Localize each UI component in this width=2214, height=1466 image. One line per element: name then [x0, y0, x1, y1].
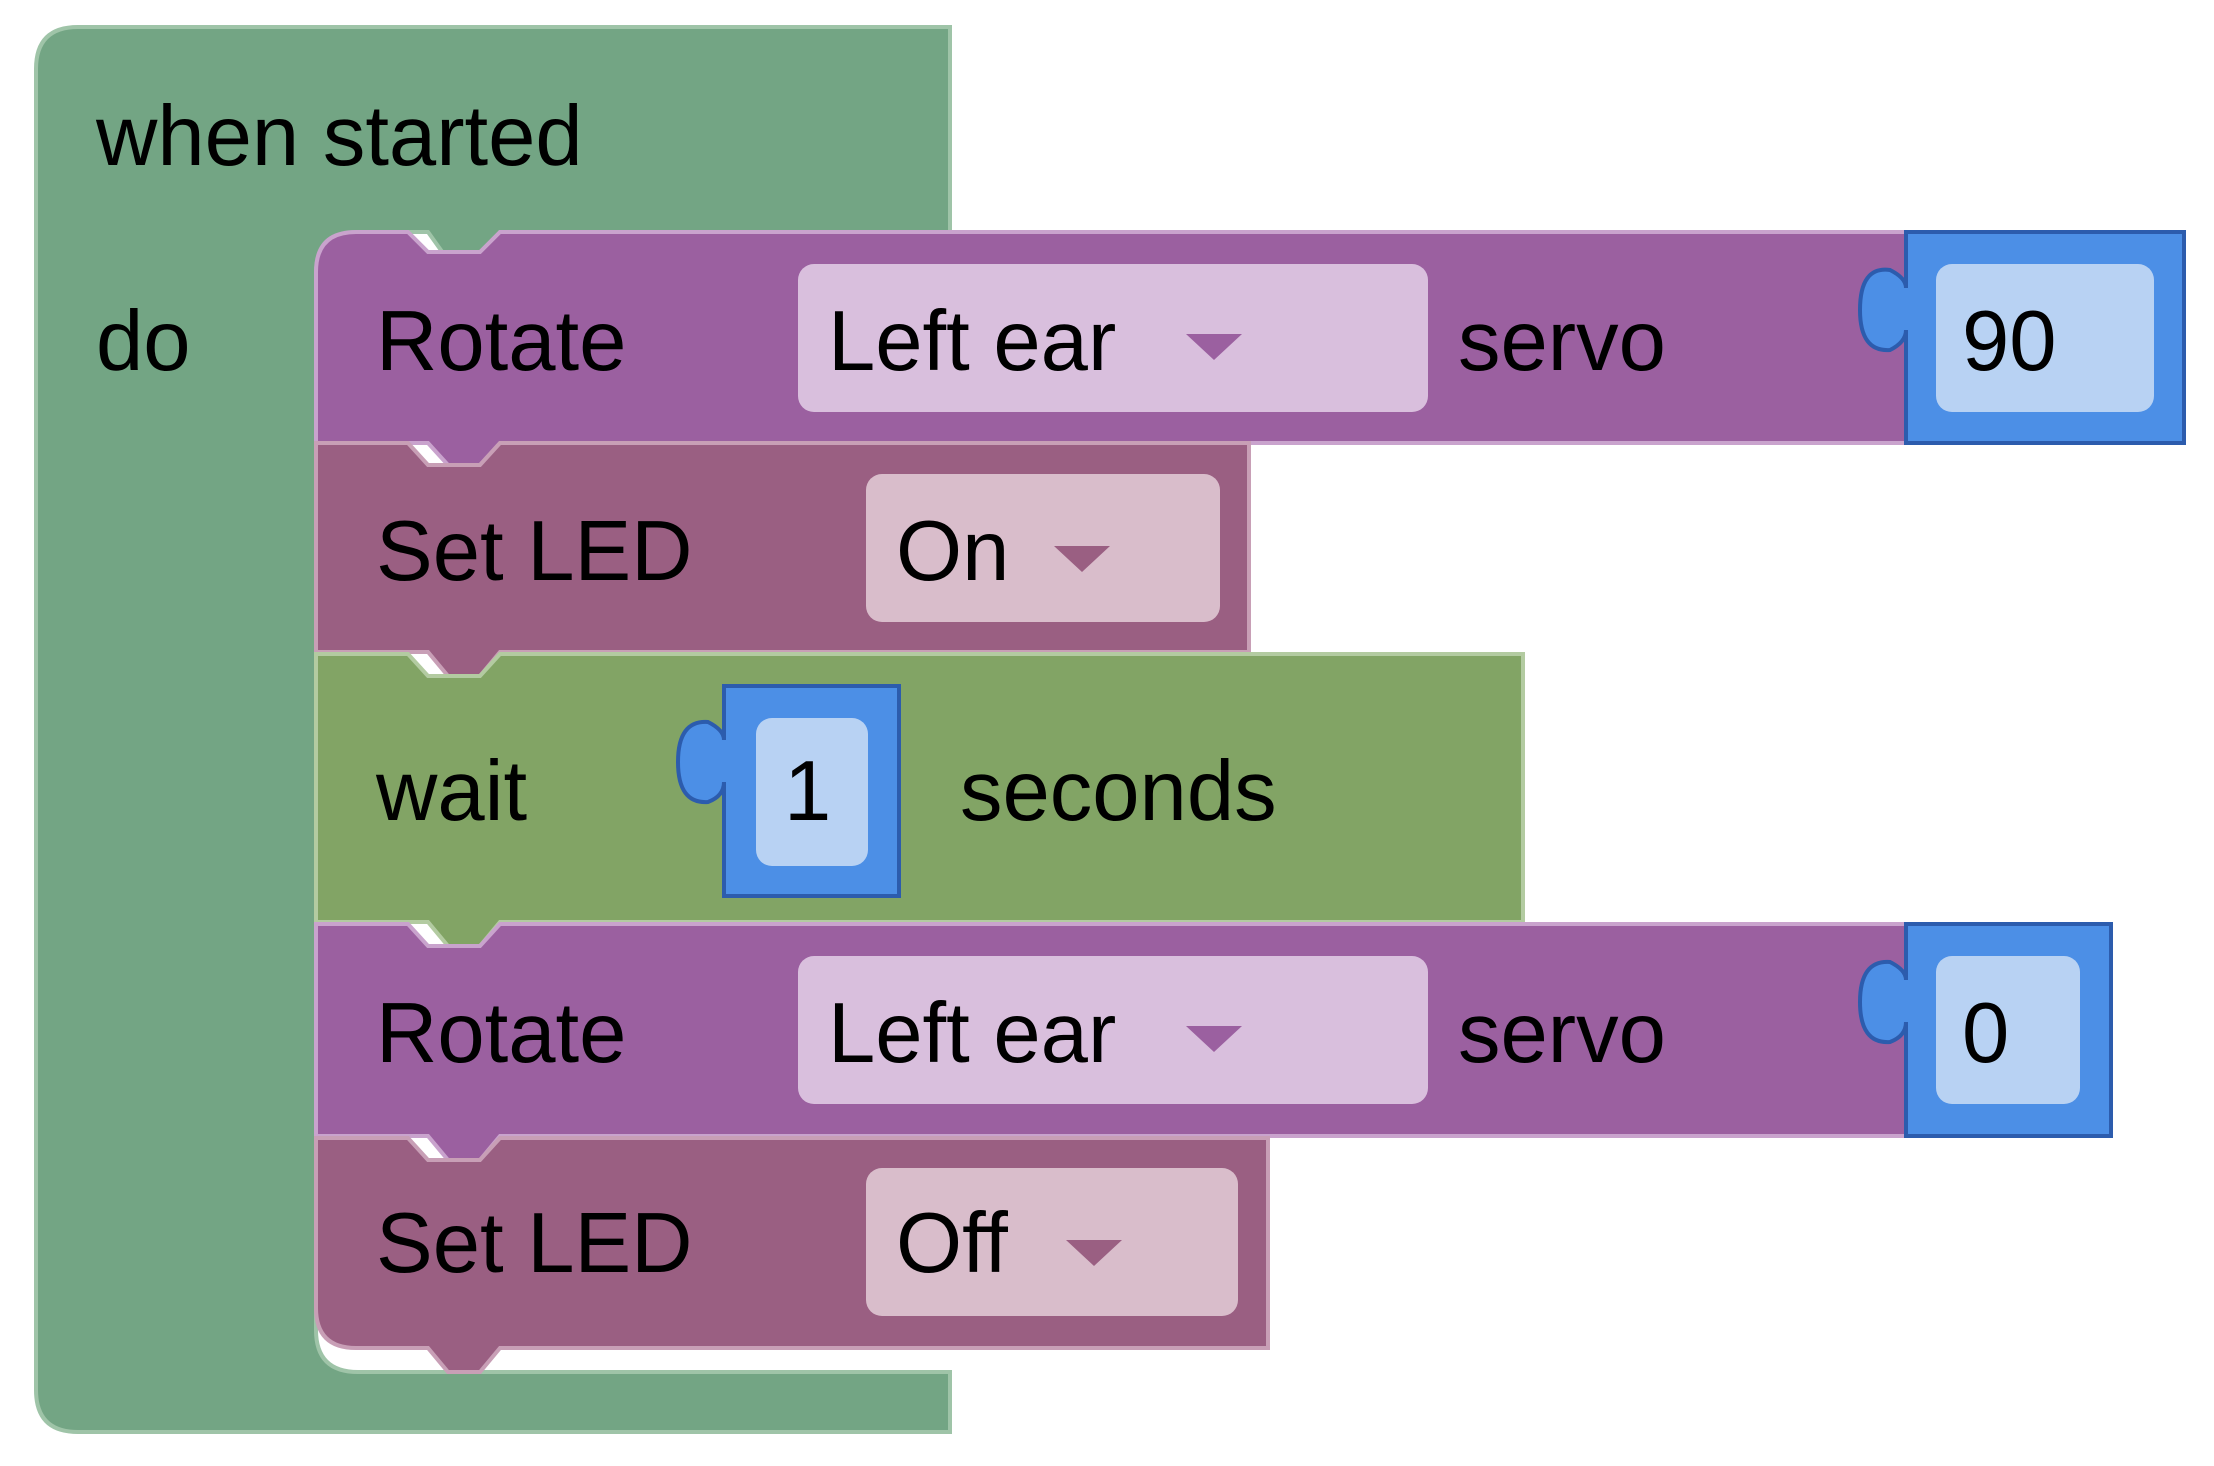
- angle-number-field-2[interactable]: [1936, 956, 2080, 1104]
- servo-dropdown-value: Left ear: [828, 986, 1116, 1081]
- set-led-block-1[interactable]: Set LED On: [314, 441, 1251, 678]
- rotate-servo-block-2[interactable]: Rotate Left ear servo 0: [314, 922, 2113, 1162]
- angle-number-field-1[interactable]: [1936, 264, 2154, 412]
- when-started-label: when started: [95, 89, 583, 184]
- led-state-value-2: Off: [896, 1196, 1008, 1291]
- angle-number-value-2: 0: [1962, 986, 2009, 1081]
- servo-dropdown-value: Left ear: [828, 294, 1116, 389]
- seconds-number-value: 1: [784, 744, 831, 839]
- do-label: do: [96, 294, 191, 389]
- angle-number-block-2[interactable]: 0: [1857, 922, 2113, 1138]
- seconds-number-block[interactable]: 1: [675, 684, 901, 898]
- chevron-down-icon: [1054, 546, 1110, 572]
- servo-dropdown-1[interactable]: Left ear: [798, 264, 1428, 412]
- chevron-down-icon: [1066, 1240, 1122, 1266]
- chevron-down-icon: [1186, 1026, 1242, 1052]
- seconds-number-field[interactable]: [756, 718, 868, 866]
- rotate-servo-block-1[interactable]: Rotate Left ear servo 90: [314, 230, 2186, 467]
- when-started-block[interactable]: when started do: [34, 25, 952, 1434]
- rotate-label: Rotate: [376, 294, 626, 389]
- wait-label: wait: [375, 744, 527, 839]
- chevron-down-icon: [1186, 334, 1242, 360]
- servo-dropdown-2[interactable]: Left ear: [798, 956, 1428, 1104]
- set-led-block-2[interactable]: Set LED Off: [314, 1136, 1270, 1374]
- led-state-dropdown-1[interactable]: On: [866, 474, 1220, 622]
- set-led-label: Set LED: [376, 1196, 693, 1291]
- led-state-value-1: On: [896, 504, 1009, 599]
- wait-block[interactable]: wait 1 seconds: [314, 652, 1525, 948]
- seconds-label: seconds: [960, 744, 1277, 839]
- angle-number-value-1: 90: [1962, 294, 2057, 389]
- set-led-label: Set LED: [376, 504, 693, 599]
- servo-label: servo: [1458, 294, 1666, 389]
- rotate-label: Rotate: [376, 986, 626, 1081]
- led-state-dropdown-2[interactable]: Off: [866, 1168, 1238, 1316]
- servo-label: servo: [1458, 986, 1666, 1081]
- angle-number-block-1[interactable]: 90: [1857, 230, 2186, 445]
